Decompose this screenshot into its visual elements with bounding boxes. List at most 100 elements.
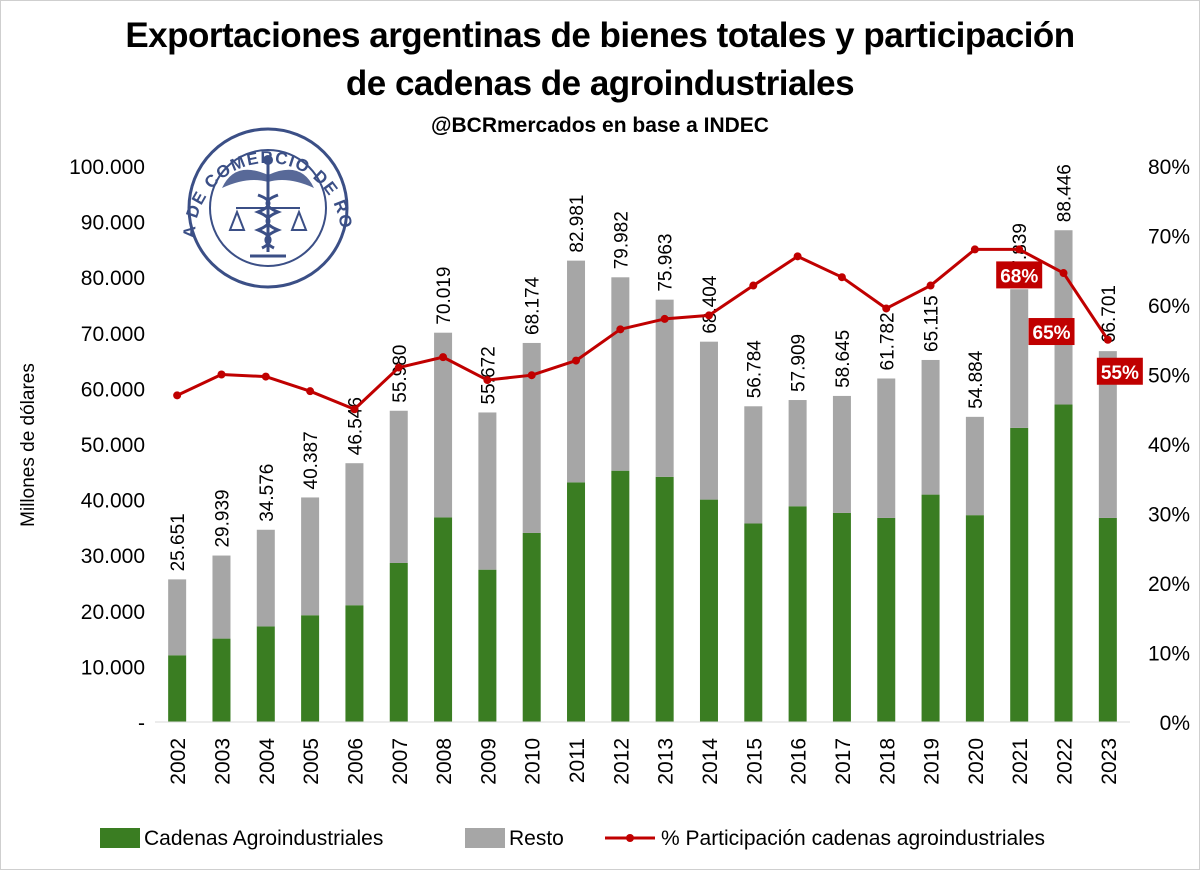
chart-title: Exportaciones argentinas de bienes total… (125, 16, 1075, 55)
y-tick-label: 30.000 (81, 545, 145, 568)
bar-resto (655, 299, 674, 477)
bar-resto (832, 395, 851, 513)
line-point (439, 353, 448, 362)
x-tick-label: 2003 (211, 738, 234, 785)
legend-label-participation: % Participación cadenas agroindustriales (661, 827, 1045, 850)
line-point (394, 363, 403, 372)
x-tick-label: 2012 (610, 738, 633, 785)
x-tick-label: 2018 (876, 738, 899, 785)
total-label: 58.645 (833, 330, 854, 388)
bar-resto (256, 529, 275, 627)
line-point (350, 405, 359, 414)
bar-agro (744, 523, 763, 722)
y2-tick-label: 20% (1148, 573, 1190, 596)
bar-agro (522, 532, 541, 722)
bar-resto (877, 378, 896, 518)
bar-resto (389, 410, 408, 563)
y2-tick-label: 50% (1148, 365, 1190, 388)
bar-resto (788, 400, 807, 507)
x-tick-label: 2020 (965, 738, 988, 785)
highlight-label-box (996, 261, 1043, 289)
bar-resto (1054, 230, 1073, 405)
bar-agro (1010, 427, 1029, 722)
y2-tick-label: 10% (1148, 643, 1190, 666)
total-label: 40.387 (301, 431, 322, 489)
x-tick-label: 2014 (699, 738, 722, 785)
highlight-label-box (1028, 318, 1075, 346)
chart-subtitle: @BCRmercados en base a INDEC (431, 114, 769, 137)
line-point (261, 372, 270, 381)
bar-agro (345, 605, 364, 722)
total-label: 57.909 (789, 334, 810, 392)
line-point (970, 245, 979, 254)
bar-agro (256, 626, 275, 722)
y-axis-right: 0% 10% 20% 30% 40% 50% 60% 70% 80% (1148, 156, 1190, 735)
line-point (1103, 335, 1112, 344)
total-label: 65.115 (922, 295, 943, 352)
x-tick-label: 2015 (743, 738, 766, 785)
y2-tick-label: 40% (1148, 434, 1190, 457)
y2-tick-label: 80% (1148, 156, 1190, 179)
total-label: 61.782 (877, 312, 898, 370)
highlight-label-box (1096, 357, 1143, 385)
x-tick-label: 2021 (1009, 738, 1032, 785)
y-axis-title: Millones de dólares (18, 363, 39, 527)
y-tick-label: 100.000 (69, 156, 145, 179)
highlight-label: 55% (1101, 363, 1139, 384)
x-tick-label: 2009 (477, 738, 500, 785)
total-label: 29.939 (212, 489, 233, 547)
x-tick-label: 2007 (389, 738, 412, 785)
total-label: 55.672 (478, 346, 499, 404)
highlight-labels: 68% 65% 55% (996, 261, 1143, 385)
line-point (704, 311, 713, 320)
bar-agro (434, 517, 453, 722)
y-tick-label: 40.000 (81, 490, 145, 513)
line-point (1059, 269, 1068, 278)
y2-tick-label: 0% (1160, 712, 1190, 735)
highlight-label: 68% (1000, 266, 1038, 287)
bar-agro (1098, 517, 1117, 722)
y-tick-label: 50.000 (81, 434, 145, 457)
bar-agro (567, 482, 586, 722)
logo-text: BOLSA DE COMERCIO DE ROSARIO (0, 0, 354, 239)
total-label: 68.404 (700, 275, 721, 334)
bar-resto (478, 412, 497, 570)
bar-resto (168, 579, 187, 656)
x-tick-label: 2023 (1098, 738, 1121, 785)
bar-agro (478, 569, 497, 722)
bcr-logo: BOLSA DE COMERCIO DE ROSARIO (0, 0, 356, 289)
bar-resto (1010, 289, 1029, 428)
total-label: 55.980 (390, 345, 411, 403)
total-label: 82.981 (567, 195, 588, 253)
bar-agro (788, 506, 807, 722)
x-tick-label: 2011 (566, 738, 589, 783)
bar-agro (301, 615, 320, 722)
svg-text:BOLSA DE COMERCIO DE ROSARIO: BOLSA DE COMERCIO DE ROSARIO (0, 0, 356, 239)
y-tick-label: 10.000 (81, 656, 145, 679)
line-point (749, 281, 758, 290)
bar-agro (655, 476, 674, 722)
line-point (882, 304, 891, 313)
x-tick-label: 2017 (832, 738, 855, 785)
total-labels: 25.651 29.939 34.576 40.387 46.546 55.980 70.0… (168, 164, 1120, 571)
total-label: 88.446 (1055, 164, 1076, 222)
bar-resto (1098, 351, 1117, 518)
bar-series (168, 230, 1117, 722)
y-tick-label: 90.000 (81, 212, 145, 235)
bar-agro (699, 499, 718, 722)
total-label: 46.546 (345, 397, 366, 455)
participation-line-series (173, 245, 1112, 414)
line-point (616, 325, 625, 334)
total-label: 66.701 (1099, 285, 1120, 343)
line-point (1015, 245, 1024, 254)
bar-agro (921, 494, 940, 722)
line-point (306, 387, 315, 396)
legend-swatch-resto (465, 828, 505, 848)
total-label: 79.982 (611, 211, 632, 269)
participation-line (176, 247, 1110, 411)
legend-label-resto: Resto (509, 827, 564, 850)
bar-resto (921, 359, 940, 495)
bar-resto (345, 463, 364, 606)
chart-title-line-2: de cadenas de agroindustriales (345, 64, 855, 103)
